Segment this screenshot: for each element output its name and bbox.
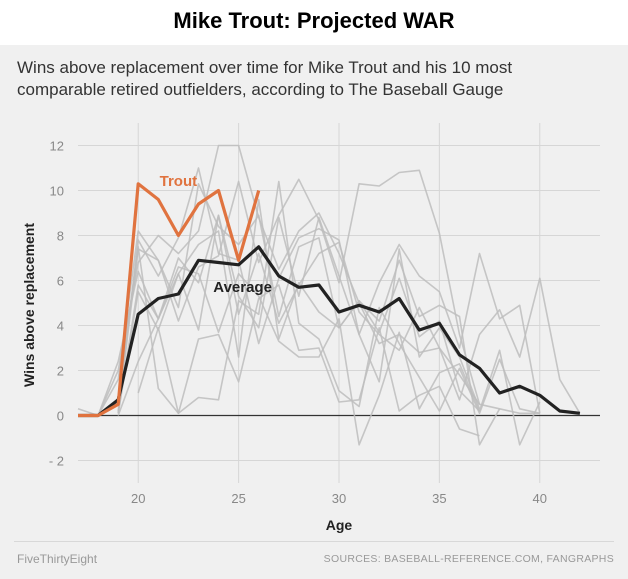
x-tick-label: 25 xyxy=(231,491,245,506)
average-series-line xyxy=(78,245,581,418)
x-tick-label: 20 xyxy=(131,491,145,506)
x-tick-label: 40 xyxy=(533,491,547,506)
y-tick-label: 6 xyxy=(57,274,64,289)
main-series-layer xyxy=(78,182,581,418)
comparable-player-line xyxy=(97,214,581,416)
comparable-player-line xyxy=(117,246,480,437)
y-tick-label: - 2 xyxy=(49,454,64,469)
chart-panel: Wins above replacement over time for Mik… xyxy=(0,45,628,579)
y-tick-label: 2 xyxy=(57,364,64,379)
chart-subtitle: Wins above replacement over time for Mik… xyxy=(17,57,617,101)
comparable-player-line xyxy=(117,198,481,414)
page-title: Mike Trout: Projected WAR xyxy=(173,8,455,33)
war-line-chart: - 2 0 2 4 6 8 10 12 20 25 30 35 40 Age Wins above repl… xyxy=(21,123,600,534)
footer-divider xyxy=(14,541,614,542)
y-tick-label: 8 xyxy=(57,229,64,244)
x-axis-title: Age xyxy=(326,517,353,533)
subtitle-line-1: Wins above replacement over time for Mik… xyxy=(17,58,513,77)
y-axis-title: Wins above replacement xyxy=(21,223,37,387)
y-tick-label: 10 xyxy=(50,184,64,199)
comparables-layer xyxy=(77,144,581,446)
footer-brand: FiveThirtyEight xyxy=(17,552,98,566)
footer-sources: SOURCES: BASEBALL-REFERENCE.COM, FANGRAP… xyxy=(323,553,614,565)
x-tick-label: 35 xyxy=(432,491,446,506)
y-tick-label: 12 xyxy=(50,139,64,154)
grid-layer xyxy=(78,123,600,483)
y-tick-label: 0 xyxy=(57,409,64,424)
comparable-player-line xyxy=(77,144,540,417)
average-series-label: Average xyxy=(213,279,272,296)
comparable-player-line xyxy=(97,169,481,416)
x-tick-label: 30 xyxy=(332,491,346,506)
comparable-player-line xyxy=(117,167,541,414)
y-tick-label: 4 xyxy=(57,319,64,334)
trout-series-label: Trout xyxy=(160,173,198,190)
axis-labels-layer: - 2 0 2 4 6 8 10 12 20 25 30 35 40 Age Wins above repl… xyxy=(21,139,547,534)
trout-series-line xyxy=(78,182,261,418)
comparable-player-line xyxy=(117,266,541,446)
subtitle-line-2: comparable retired outfielders, accordin… xyxy=(17,80,504,99)
